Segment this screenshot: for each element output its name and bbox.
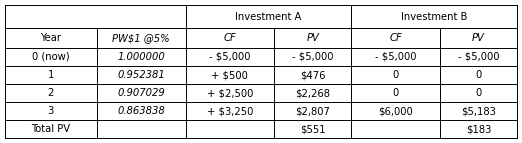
Text: $2,807: $2,807 xyxy=(295,106,330,116)
Text: $476: $476 xyxy=(300,70,326,80)
Text: 1.000000: 1.000000 xyxy=(117,52,165,62)
Text: 0: 0 xyxy=(393,88,399,98)
Text: CF: CF xyxy=(223,33,236,43)
Text: - $5,000: - $5,000 xyxy=(458,52,499,62)
Text: $183: $183 xyxy=(466,124,491,134)
Text: - $5,000: - $5,000 xyxy=(209,52,251,62)
Text: $551: $551 xyxy=(300,124,326,134)
Text: $5,183: $5,183 xyxy=(461,106,496,116)
Text: 0.863838: 0.863838 xyxy=(117,106,165,116)
Text: Investment A: Investment A xyxy=(235,12,302,22)
Text: 3: 3 xyxy=(48,106,54,116)
Text: Investment B: Investment B xyxy=(401,12,467,22)
Text: 0: 0 xyxy=(476,88,482,98)
Text: + $3,250: + $3,250 xyxy=(207,106,253,116)
Text: $2,268: $2,268 xyxy=(295,88,330,98)
Text: + $500: + $500 xyxy=(211,70,248,80)
Text: - $5,000: - $5,000 xyxy=(375,52,417,62)
Text: 0: 0 xyxy=(476,70,482,80)
Text: $6,000: $6,000 xyxy=(378,106,413,116)
Text: PV: PV xyxy=(306,33,319,43)
Text: 0 (now): 0 (now) xyxy=(32,52,69,62)
Text: PV: PV xyxy=(472,33,485,43)
Text: PW$1 @5%: PW$1 @5% xyxy=(112,33,170,43)
Text: + $2,500: + $2,500 xyxy=(207,88,253,98)
Text: 0.907029: 0.907029 xyxy=(117,88,165,98)
Text: - $5,000: - $5,000 xyxy=(292,52,334,62)
Text: Total PV: Total PV xyxy=(31,124,70,134)
Text: 0: 0 xyxy=(393,70,399,80)
Text: 2: 2 xyxy=(48,88,54,98)
Text: Year: Year xyxy=(40,33,62,43)
Text: 0.952381: 0.952381 xyxy=(117,70,165,80)
Text: 1: 1 xyxy=(48,70,54,80)
Text: CF: CF xyxy=(389,33,402,43)
